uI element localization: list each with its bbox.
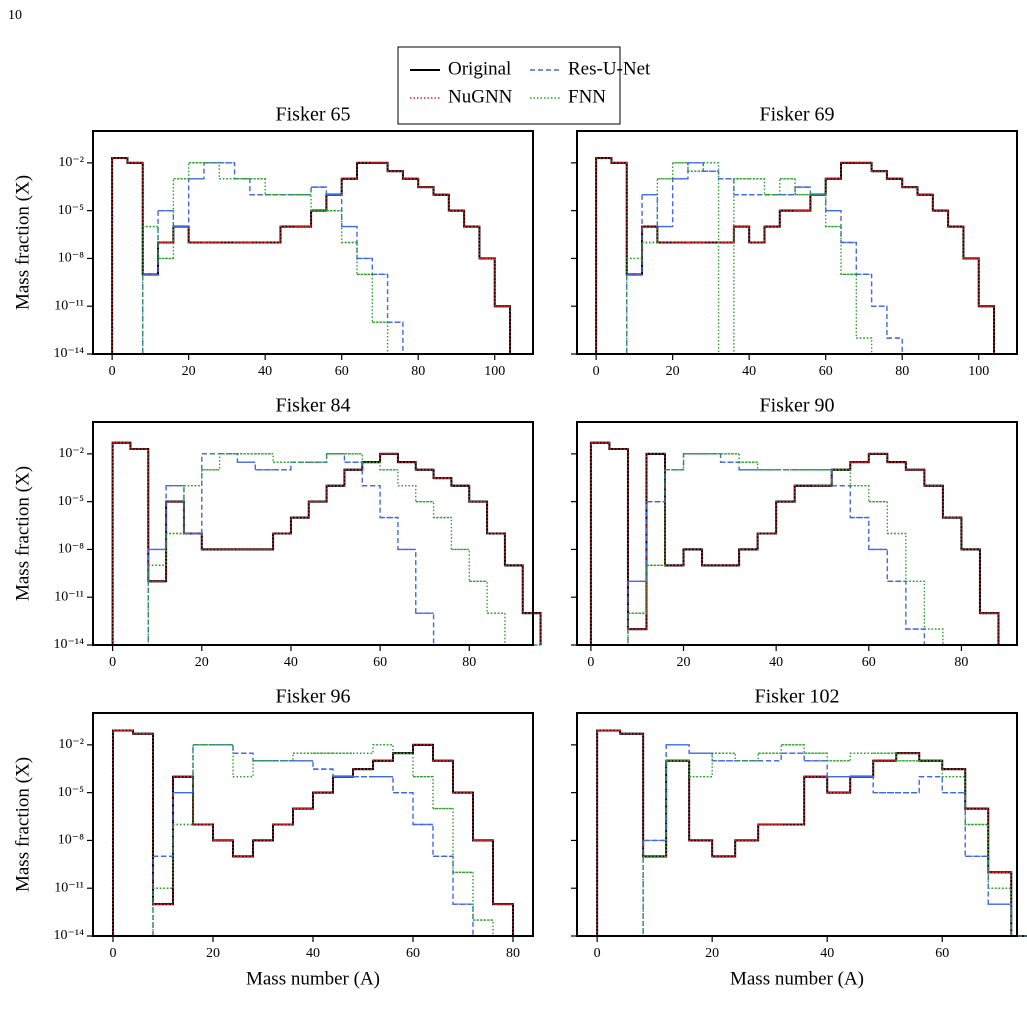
step-outline <box>589 441 1017 646</box>
step-outline <box>112 453 541 646</box>
y-tick-label: 10⁻¹¹ <box>54 589 84 604</box>
step-outline <box>112 729 533 937</box>
x-tick-label: 0 <box>110 946 117 961</box>
panel-title: Fisker 102 <box>755 686 840 708</box>
y-tick-label: 10⁻⁸ <box>58 833 84 848</box>
x-tick-label: 20 <box>206 946 220 961</box>
y-tick-label: 10⁻⁸ <box>58 251 84 266</box>
y-tick-label: 10⁻² <box>58 737 84 752</box>
y-tick-label: 10⁻¹⁴ <box>54 346 85 361</box>
y-tick-label: 10⁻² <box>58 155 84 170</box>
x-tick-label: 20 <box>182 364 196 379</box>
step-outline <box>112 453 541 646</box>
step-outline <box>112 162 526 355</box>
page-number: 10 <box>8 8 22 23</box>
panel-title: Fisker 69 <box>760 104 835 126</box>
x-tick-label: 80 <box>506 946 520 961</box>
legend-label: NuGNN <box>448 86 513 107</box>
y-axis-label: Mass fraction (X) <box>12 757 33 892</box>
x-tick-label: 60 <box>373 655 387 670</box>
y-axis-label: Mass fraction (X) <box>12 175 33 310</box>
x-tick-label: 0 <box>593 364 600 379</box>
step-outline <box>596 729 1027 937</box>
x-tick-label: 60 <box>406 946 420 961</box>
step-outline <box>113 744 533 937</box>
x-tick-label: 80 <box>411 364 425 379</box>
step-outline <box>590 453 1017 646</box>
axes-frame <box>576 421 1018 646</box>
step-outline <box>111 442 542 645</box>
x-tick-label: 0 <box>109 364 116 379</box>
step-outline <box>596 162 1010 355</box>
step-outline <box>590 442 1017 646</box>
step-outline <box>112 162 526 355</box>
x-tick-label: 80 <box>462 655 476 670</box>
axes-frame <box>92 130 534 355</box>
y-tick-label: 10⁻⁵ <box>58 785 84 800</box>
legend-label: Original <box>448 58 511 79</box>
axes-frame <box>92 712 534 937</box>
x-tick-label: 80 <box>954 655 968 670</box>
x-tick-label: 40 <box>284 655 298 670</box>
panel-title: Fisker 96 <box>276 686 351 708</box>
x-tick-label: 40 <box>258 364 272 379</box>
y-tick-label: 10⁻⁵ <box>58 494 84 509</box>
panel-title: Fisker 65 <box>276 104 351 126</box>
x-tick-label: 100 <box>484 364 505 379</box>
x-tick-label: 40 <box>820 946 834 961</box>
x-tick-label: 40 <box>742 364 756 379</box>
axes-frame <box>576 712 1018 937</box>
x-tick-label: 80 <box>895 364 909 379</box>
x-tick-label: 40 <box>306 946 320 961</box>
x-axis-label: Mass number (A) <box>246 968 380 989</box>
y-tick-label: 10⁻¹⁴ <box>54 637 85 652</box>
y-tick-label: 10⁻¹⁴ <box>54 928 85 943</box>
step-outline <box>113 744 533 937</box>
step-outline <box>112 729 533 937</box>
x-tick-label: 60 <box>862 655 876 670</box>
step-outline <box>111 157 526 355</box>
x-tick-label: 20 <box>195 655 209 670</box>
legend-label: FNN <box>568 86 606 107</box>
x-tick-label: 20 <box>705 946 719 961</box>
x-tick-label: 40 <box>769 655 783 670</box>
panel-title: Fisker 90 <box>760 395 835 417</box>
y-tick-label: 10⁻⁸ <box>58 542 84 557</box>
axes-frame <box>92 421 534 646</box>
x-tick-label: 60 <box>819 364 833 379</box>
axes-frame <box>576 130 1018 355</box>
x-tick-label: 60 <box>935 946 949 961</box>
x-tick-label: 20 <box>677 655 691 670</box>
y-tick-label: 10⁻¹¹ <box>54 880 84 895</box>
step-outline <box>111 157 526 355</box>
y-tick-label: 10⁻¹¹ <box>54 298 84 313</box>
x-axis-label: Mass number (A) <box>730 968 864 989</box>
legend-label: Res-U-Net <box>568 58 651 79</box>
step-outline <box>111 441 542 645</box>
y-tick-label: 10⁻² <box>58 446 84 461</box>
y-axis-label: Mass fraction (X) <box>12 466 33 601</box>
x-tick-label: 0 <box>594 946 601 961</box>
x-tick-label: 100 <box>968 364 989 379</box>
y-tick-label: 10⁻⁵ <box>58 203 84 218</box>
step-outline <box>596 729 1027 937</box>
step-outline <box>596 162 1010 355</box>
x-tick-label: 0 <box>109 655 116 670</box>
x-tick-label: 0 <box>587 655 594 670</box>
x-tick-label: 20 <box>666 364 680 379</box>
x-tick-label: 60 <box>335 364 349 379</box>
legend-box <box>397 46 621 125</box>
panel-title: Fisker 84 <box>276 395 351 417</box>
step-outline <box>590 453 1017 646</box>
